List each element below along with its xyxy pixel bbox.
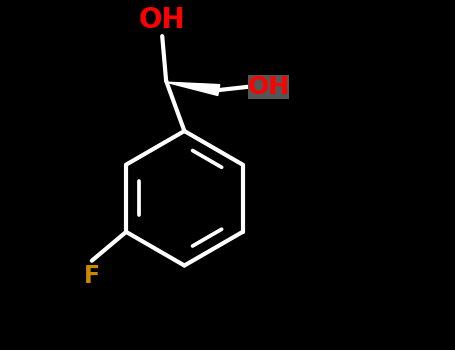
Text: OH: OH [248,75,290,99]
Polygon shape [166,82,220,96]
Text: F: F [84,264,100,288]
Text: OH: OH [139,6,186,34]
FancyBboxPatch shape [248,75,289,99]
